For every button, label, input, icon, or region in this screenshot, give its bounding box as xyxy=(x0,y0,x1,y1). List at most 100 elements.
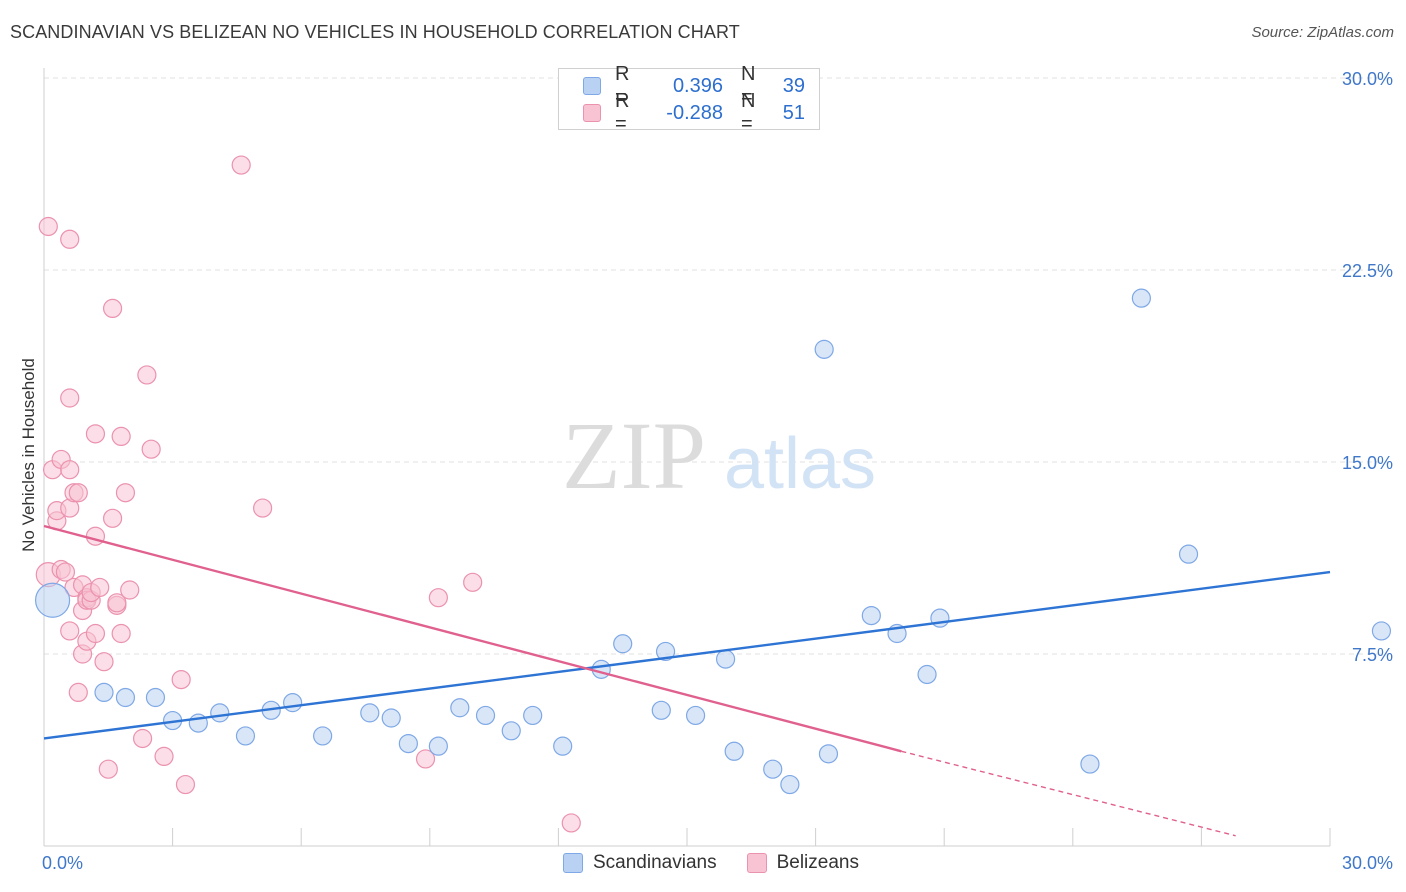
source-credit: Source: ZipAtlas.com xyxy=(1251,24,1394,41)
n-value: 39 xyxy=(782,74,805,97)
n-label: N = xyxy=(741,90,756,135)
belizean-point xyxy=(120,580,140,600)
belizean-point xyxy=(107,593,127,613)
belizean-point xyxy=(141,439,161,459)
belizean-point xyxy=(102,298,123,318)
belizean-point xyxy=(85,623,106,644)
belizean-point xyxy=(231,155,251,175)
scandinavian-point xyxy=(553,736,573,756)
scandinavian-point xyxy=(94,682,114,703)
belizean-point xyxy=(428,588,448,608)
belizean-point xyxy=(68,483,88,503)
scandinavian-point xyxy=(613,634,633,654)
belizeans-trend-extension xyxy=(901,750,1236,837)
belizean-point xyxy=(111,623,131,644)
belizean-point xyxy=(60,388,80,408)
axes xyxy=(43,68,1331,847)
scandinavian-point xyxy=(651,700,671,720)
belizean-point xyxy=(38,216,58,237)
correlation-legend-box: R = 0.396 N = 39 R = -0.288 N = 51 xyxy=(558,63,820,135)
belizean-point xyxy=(175,774,196,795)
belizean-point xyxy=(111,426,131,446)
scandinavian-point xyxy=(1178,544,1199,564)
tick-labels: 7.5% 15.0% 22.5% 30.0% 0.0% 30.0% xyxy=(42,69,1393,873)
scandinavian-point xyxy=(1080,754,1100,774)
belizean-point xyxy=(85,526,106,546)
r-label: R = xyxy=(615,90,630,135)
y-tick-label: 7.5% xyxy=(1352,645,1393,665)
watermark-atlas: atlas xyxy=(724,424,876,504)
scandinavian-point xyxy=(501,721,521,741)
scandinavian-point xyxy=(34,582,71,618)
scandinavian-point xyxy=(523,705,543,726)
scandinavians-trend-line xyxy=(43,570,1331,740)
scandinavian-point xyxy=(428,736,448,756)
r-value: 0.396 xyxy=(672,74,723,97)
scandinavian-point xyxy=(381,708,401,728)
legend-label: Belizeans xyxy=(776,852,859,873)
n-value: 51 xyxy=(782,101,805,124)
n-label: N = xyxy=(741,63,756,108)
belizean-point xyxy=(415,749,436,769)
watermark-zip: ZIP xyxy=(562,402,706,509)
belizean-point xyxy=(137,365,157,385)
pink-swatch xyxy=(746,853,767,873)
scandinavian-point xyxy=(283,693,303,713)
legend-label: Scandinavians xyxy=(593,852,717,873)
pink-swatch xyxy=(583,104,601,122)
belizean-point xyxy=(132,728,153,749)
y-tick-label: 22.5% xyxy=(1342,261,1393,281)
belizean-point xyxy=(98,759,118,779)
legend-row-belizeans: R = -0.288 N = 51 xyxy=(583,90,805,135)
scandinavian-point xyxy=(780,774,800,795)
belizean-point xyxy=(115,483,136,503)
x-tick-label: 0.0% xyxy=(42,853,83,873)
belizeans-points xyxy=(35,155,581,833)
scandinavian-point xyxy=(814,339,834,359)
blue-swatch xyxy=(563,853,583,873)
scandinavian-point xyxy=(917,664,937,685)
belizean-point xyxy=(60,621,80,641)
scandinavian-point xyxy=(861,605,881,626)
scandinavian-point xyxy=(724,741,744,761)
x-tick-label: 30.0% xyxy=(1342,853,1393,873)
scandinavian-point xyxy=(1371,621,1392,641)
scandinavian-point xyxy=(763,759,783,779)
trend-lines xyxy=(43,524,1331,837)
scandinavian-point xyxy=(818,744,839,764)
scandinavian-point xyxy=(1131,288,1151,308)
belizean-point xyxy=(561,813,581,833)
legend-row-scandinavians: R = 0.396 N = 39 xyxy=(583,63,805,108)
scandinavian-point xyxy=(591,659,611,679)
scandinavian-point xyxy=(475,705,496,726)
belizean-point xyxy=(85,424,106,444)
scandinavian-point xyxy=(313,726,333,746)
belizean-point xyxy=(102,508,123,528)
scandinavian-point xyxy=(145,687,166,708)
r-label: R = xyxy=(615,63,630,108)
belizean-point xyxy=(253,498,273,518)
scandinavian-point xyxy=(360,703,380,723)
watermark: ZIP atlas xyxy=(562,402,876,509)
scandinavian-point xyxy=(115,687,136,708)
belizean-point xyxy=(94,652,114,672)
belizeans-trend-line xyxy=(43,524,902,753)
belizean-point xyxy=(68,682,88,703)
scandinavian-point xyxy=(235,726,256,746)
y-tick-label: 30.0% xyxy=(1342,69,1393,89)
legend-item-scandinavians[interactable]: Scandinavians xyxy=(563,852,717,874)
series-legend: Scandinavians Belizeans xyxy=(563,852,889,874)
r-value: -0.288 xyxy=(666,101,723,124)
scandinavian-point xyxy=(715,649,736,669)
belizean-point xyxy=(55,562,76,582)
belizean-point xyxy=(90,577,110,598)
y-tick-label: 15.0% xyxy=(1342,453,1393,473)
belizean-point xyxy=(171,669,191,690)
scandinavians-points xyxy=(34,288,1392,795)
scandinavian-point xyxy=(685,705,706,726)
scandinavian-point xyxy=(398,733,418,754)
chart-title: SCANDINAVIAN VS BELIZEAN NO VEHICLES IN … xyxy=(10,22,740,42)
legend-item-belizeans[interactable]: Belizeans xyxy=(746,852,859,874)
scandinavian-point xyxy=(450,698,470,718)
